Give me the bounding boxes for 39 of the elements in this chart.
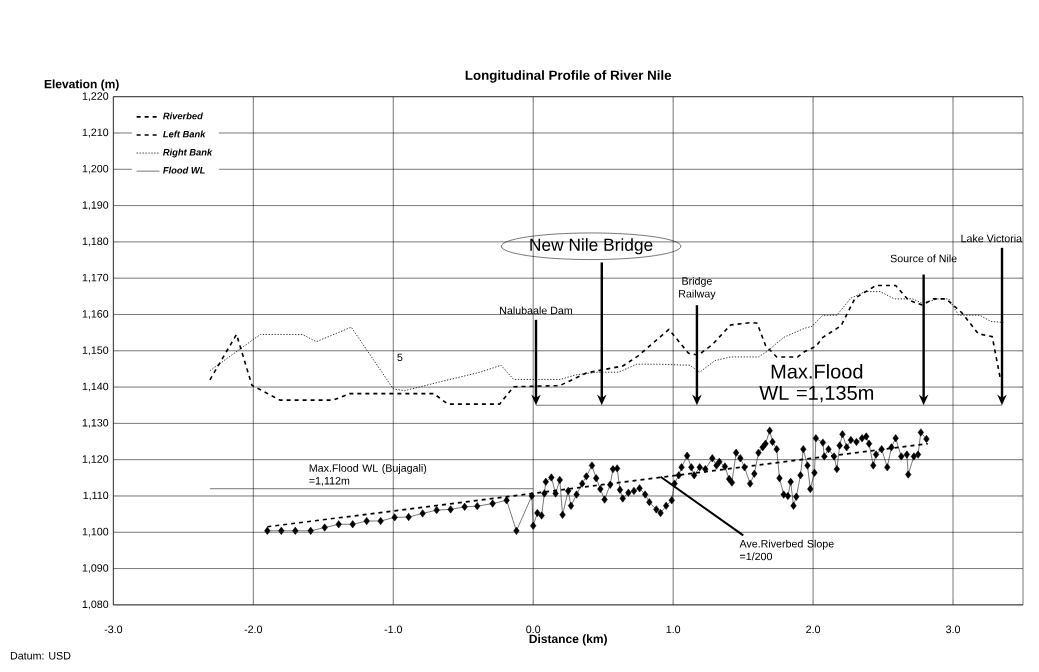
annotation: Ave.Riverbed Slope =1/200 xyxy=(739,539,834,561)
legend-label: Left Bank xyxy=(163,130,206,138)
y-tick-label: 1,120 xyxy=(82,455,109,464)
annotation: New Nile Bridge xyxy=(530,238,653,255)
annotation: Bridge Railway xyxy=(679,276,716,300)
annotation: Lake Victoria xyxy=(961,234,1023,243)
y-tick-label: 1,180 xyxy=(82,237,109,247)
legend-label: Right Bank xyxy=(163,148,213,158)
annotation: Nalubaale Dam xyxy=(500,306,573,315)
annotation: 5 xyxy=(397,353,403,361)
x-tick-label: -3.0 xyxy=(104,625,123,634)
text: Datum: USD xyxy=(10,651,71,660)
x-tick-label: 2.0 xyxy=(806,625,821,634)
y-tick-label: 1,080 xyxy=(82,600,109,610)
x-axis-title: Distance (km) xyxy=(529,634,607,646)
x-tick-label: 1.0 xyxy=(666,625,681,634)
chart-title: Longitudinal Profile of River Nile xyxy=(465,70,672,83)
annotation: Max.Flood WL =1,135m xyxy=(759,363,874,403)
y-tick-label: 1,150 xyxy=(82,346,109,356)
legend-label: Riverbed xyxy=(163,112,203,120)
x-tick-label: -2.0 xyxy=(244,625,263,634)
legend-label: Flood WL xyxy=(163,166,205,174)
y-tick-label: 1,130 xyxy=(82,418,109,428)
y-tick-label: 1,110 xyxy=(83,491,109,501)
x-tick-label: 0.0 xyxy=(526,625,541,634)
y-axis-title: Elevation (m) xyxy=(44,79,119,91)
y-tick-label: 1,090 xyxy=(82,564,109,573)
y-tick-label: 1,200 xyxy=(82,164,109,174)
y-tick-label: 1,160 xyxy=(82,309,109,319)
annotation: Source of Nile xyxy=(890,254,957,263)
y-tick-label: 1,190 xyxy=(82,201,109,210)
y-tick-label: 1,210 xyxy=(82,128,109,138)
y-tick-label: 1,100 xyxy=(82,527,109,537)
y-tick-label: 1,140 xyxy=(82,382,109,392)
annotation: Max.Flood WL (Bujagali) =1,112m xyxy=(309,463,427,486)
x-tick-label: 3.0 xyxy=(946,625,961,634)
y-tick-label: 1,170 xyxy=(82,273,109,283)
y-tick-label: 1,220 xyxy=(82,92,109,101)
x-tick-label: -1.0 xyxy=(384,625,403,634)
